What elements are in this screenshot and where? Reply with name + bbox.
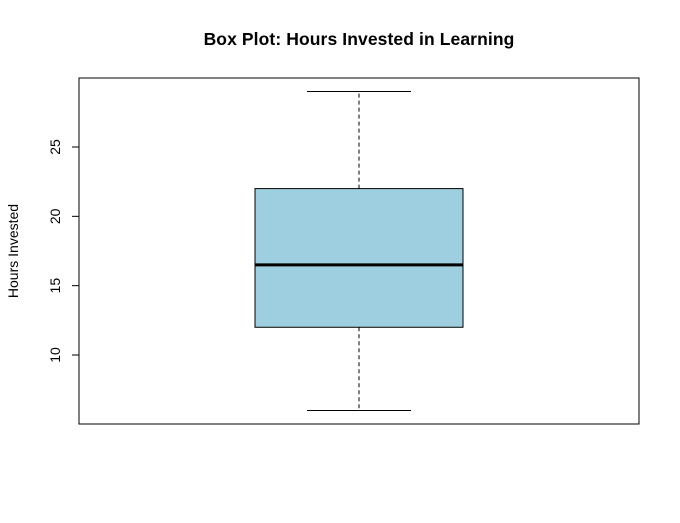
y-tick-label: 10 (47, 347, 63, 363)
y-axis: 10 15 20 25 (47, 139, 80, 363)
chart-title: Box Plot: Hours Invested in Learning (203, 29, 515, 49)
y-tick-label: 20 (47, 208, 63, 224)
box-group (254, 91, 464, 411)
y-tick-label: 25 (47, 139, 63, 155)
y-tick-label: 15 (47, 278, 63, 294)
interquartile-box (254, 188, 464, 328)
